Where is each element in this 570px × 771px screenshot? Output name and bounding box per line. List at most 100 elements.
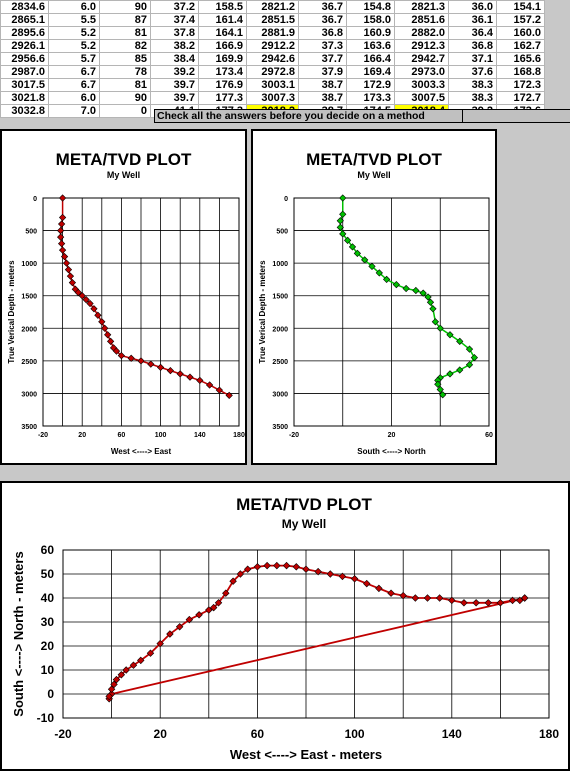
chart-plan-view[interactable]: META/TVD PLOT My Well 60 50 40 30 20 10 0 -10 -20 2… (0, 481, 570, 771)
table-cell[interactable]: 37.2 (150, 0, 199, 14)
table-cell[interactable]: 2851.5 (246, 13, 299, 27)
table-cell[interactable]: 164.1 (198, 26, 247, 40)
table-cell[interactable]: 37.4 (150, 13, 199, 27)
table-cell[interactable]: 6.0 (48, 91, 100, 105)
table-cell[interactable]: 2895.6 (0, 26, 49, 40)
table-cell[interactable]: 36.0 (448, 0, 497, 14)
table-cell[interactable]: 166.4 (346, 52, 395, 66)
table-cell[interactable]: 3003.3 (394, 78, 449, 92)
table-cell[interactable]: 38.2 (150, 39, 199, 53)
table-cell[interactable]: 3032.8 (0, 104, 49, 118)
table-cell[interactable]: 172.3 (496, 78, 545, 92)
y-tick-label: 2000 (21, 326, 37, 333)
table-cell[interactable]: 169.4 (346, 65, 395, 79)
table-cell[interactable]: 3007.5 (394, 91, 449, 105)
table-cell[interactable]: 37.9 (298, 65, 347, 79)
table-cell[interactable]: 85 (99, 52, 151, 66)
table-cell[interactable]: 36.8 (298, 26, 347, 40)
table-cell[interactable]: 2912.2 (246, 39, 299, 53)
table-cell[interactable]: 162.7 (496, 39, 545, 53)
table-cell[interactable]: 172.9 (346, 78, 395, 92)
table-cell[interactable]: 2942.7 (394, 52, 449, 66)
table-cell[interactable]: 38.7 (298, 91, 347, 105)
table-cell[interactable]: 2973.0 (394, 65, 449, 79)
chart-tvd-north-south[interactable]: META/TVD PLOT My Well 0 500 1000 1500 2000 2500… (251, 129, 497, 465)
chart-tvd-east-west[interactable]: META/TVD PLOT My Well 0 500 1000 1500 2000 2500… (0, 129, 247, 465)
table-cell[interactable]: 154.1 (496, 0, 545, 14)
table-cell[interactable]: 3003.1 (246, 78, 299, 92)
table-cell[interactable]: 5.2 (48, 26, 100, 40)
table-cell[interactable]: 6.7 (48, 78, 100, 92)
plot-frame (62, 549, 550, 719)
table-cell[interactable]: 154.8 (346, 0, 395, 14)
data-point (465, 345, 474, 353)
table-cell[interactable]: 37.6 (448, 65, 497, 79)
table-cell[interactable]: 2882.0 (394, 26, 449, 40)
table-cell[interactable]: 6.7 (48, 65, 100, 79)
table-cell[interactable]: 82 (99, 39, 151, 53)
table-cell[interactable]: 163.6 (346, 39, 395, 53)
table-cell[interactable]: 161.4 (198, 13, 247, 27)
table-cell[interactable]: 38.3 (448, 91, 497, 105)
table-cell[interactable]: 5.5 (48, 13, 100, 27)
table-cell[interactable]: 37.3 (298, 39, 347, 53)
table-cell[interactable]: 78 (99, 65, 151, 79)
table-cell[interactable]: 38.7 (298, 78, 347, 92)
table-cell[interactable]: 169.9 (198, 52, 247, 66)
table-cell[interactable]: 0 (99, 104, 151, 118)
table-cell[interactable]: 36.8 (448, 39, 497, 53)
table-cell[interactable]: 38.3 (448, 78, 497, 92)
table-cell[interactable]: 39.2 (150, 65, 199, 79)
table-cell[interactable]: 39.7 (150, 78, 199, 92)
table-cell[interactable]: 160.0 (496, 26, 545, 40)
table-cell[interactable]: 90 (99, 0, 151, 14)
table-cell[interactable]: 2821.2 (246, 0, 299, 14)
table-cell[interactable]: 3007.3 (246, 91, 299, 105)
table-cell[interactable]: 38.4 (150, 52, 199, 66)
table-cell[interactable]: 81 (99, 78, 151, 92)
table-cell[interactable]: 2987.0 (0, 65, 49, 79)
table-cell[interactable]: 2851.6 (394, 13, 449, 27)
data-point (176, 370, 184, 378)
table-cell[interactable]: 5.2 (48, 39, 100, 53)
table-cell[interactable]: 158.0 (346, 13, 395, 27)
table-cell[interactable]: 7.0 (48, 104, 100, 118)
table-cell[interactable]: 2821.3 (394, 0, 449, 14)
table-cell[interactable]: 160.9 (346, 26, 395, 40)
table-cell[interactable]: 2865.1 (0, 13, 49, 27)
table-cell[interactable]: 173.3 (346, 91, 395, 105)
table-cell[interactable]: 5.7 (48, 52, 100, 66)
table-cell[interactable]: 81 (99, 26, 151, 40)
table-cell[interactable]: 177.3 (198, 91, 247, 105)
table-cell[interactable]: 2834.6 (0, 0, 49, 14)
table-cell[interactable]: 90 (99, 91, 151, 105)
table-cell[interactable]: 2972.8 (246, 65, 299, 79)
table-cell[interactable]: 87 (99, 13, 151, 27)
table-cell[interactable]: 166.9 (198, 39, 247, 53)
table-cell[interactable]: 36.1 (448, 13, 497, 27)
table-cell[interactable]: 168.8 (496, 65, 545, 79)
table-cell[interactable]: 165.6 (496, 52, 545, 66)
table-cell[interactable]: 39.7 (150, 91, 199, 105)
table-cell[interactable]: 2956.6 (0, 52, 49, 66)
y-tick-label: 60 (41, 543, 55, 557)
table-cell[interactable]: 3021.8 (0, 91, 49, 105)
data-point (66, 272, 75, 280)
table-cell[interactable]: 176.9 (198, 78, 247, 92)
table-cell[interactable]: 2926.1 (0, 39, 49, 53)
table-cell[interactable]: 36.4 (448, 26, 497, 40)
table-cell[interactable]: 158.5 (198, 0, 247, 14)
table-cell[interactable]: 2881.9 (246, 26, 299, 40)
table-cell[interactable]: 36.7 (298, 0, 347, 14)
table-cell[interactable]: 36.7 (298, 13, 347, 27)
table-cell[interactable]: 6.0 (48, 0, 100, 14)
table-cell[interactable]: 37.7 (298, 52, 347, 66)
table-cell[interactable]: 3017.5 (0, 78, 49, 92)
table-cell[interactable]: 37.1 (448, 52, 497, 66)
table-cell[interactable]: 2912.3 (394, 39, 449, 53)
table-cell[interactable]: 172.7 (496, 91, 545, 105)
table-cell[interactable]: 2942.6 (246, 52, 299, 66)
table-cell[interactable]: 173.4 (198, 65, 247, 79)
table-cell[interactable]: 157.2 (496, 13, 545, 27)
table-cell[interactable]: 37.8 (150, 26, 199, 40)
